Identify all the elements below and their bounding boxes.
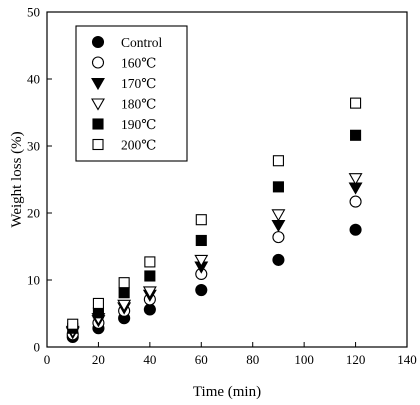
legend-label: 190℃: [121, 117, 156, 132]
data-point: [349, 195, 362, 208]
data-point: [195, 234, 207, 247]
data-point: [271, 209, 286, 222]
x-tick-label: 140: [397, 352, 417, 367]
series-0: [66, 223, 362, 344]
data-point: [144, 270, 156, 282]
data-point: [195, 283, 208, 297]
series-5: [67, 97, 362, 330]
legend-marker: [91, 35, 105, 49]
legend-label: 200℃: [121, 138, 156, 153]
data-point: [195, 214, 207, 226]
y-tick-label: 30: [27, 139, 40, 154]
y-tick-label: 20: [27, 206, 40, 221]
data-point: [142, 286, 157, 299]
series-3: [65, 173, 363, 339]
series-1: [66, 195, 362, 341]
y-tick-label: 50: [27, 5, 40, 20]
x-tick-label: 20: [92, 352, 105, 367]
x-tick-label: 40: [143, 352, 156, 367]
data-point: [92, 297, 104, 310]
legend-label: 170℃: [121, 76, 156, 91]
legend-marker: [91, 56, 105, 69]
legend-label: 180℃: [121, 97, 156, 112]
data-point: [194, 254, 209, 268]
plot-area-frame: [46, 11, 408, 348]
data-point: [350, 129, 362, 141]
y-axis-title: Weight loss (%): [9, 131, 25, 227]
data-point: [348, 173, 363, 186]
y-tick-label: 0: [34, 340, 41, 355]
legend-marker: [92, 118, 104, 130]
legend-label: Control: [121, 35, 163, 50]
x-tick-label: 60: [195, 352, 208, 367]
y-tick-label: 40: [27, 72, 40, 87]
series-2: [65, 182, 363, 340]
legend-marker: [91, 98, 105, 111]
legend-label: 160℃: [121, 56, 156, 71]
data-point: [118, 287, 130, 299]
data-point: [272, 155, 284, 167]
x-tick-label: 0: [44, 352, 51, 367]
data-point: [272, 253, 285, 266]
x-axis-title: Time (min): [193, 384, 261, 400]
legend-marker: [92, 138, 104, 151]
data-point: [143, 303, 156, 316]
data-point: [144, 256, 156, 268]
data-point: [67, 318, 79, 330]
x-tick-label: 100: [294, 352, 314, 367]
x-tick-label: 80: [246, 352, 259, 367]
legend-marker: [91, 77, 105, 91]
data-point: [349, 223, 362, 236]
y-tick-label: 10: [27, 273, 40, 288]
data-point: [117, 299, 132, 312]
data-point: [272, 231, 285, 244]
data-point: [272, 181, 284, 193]
data-point: [271, 220, 286, 233]
data-point: [350, 97, 362, 109]
data-point: [118, 277, 130, 289]
x-tick-label: 120: [346, 352, 366, 367]
data-point: [92, 307, 104, 319]
legend-box: [75, 25, 188, 162]
